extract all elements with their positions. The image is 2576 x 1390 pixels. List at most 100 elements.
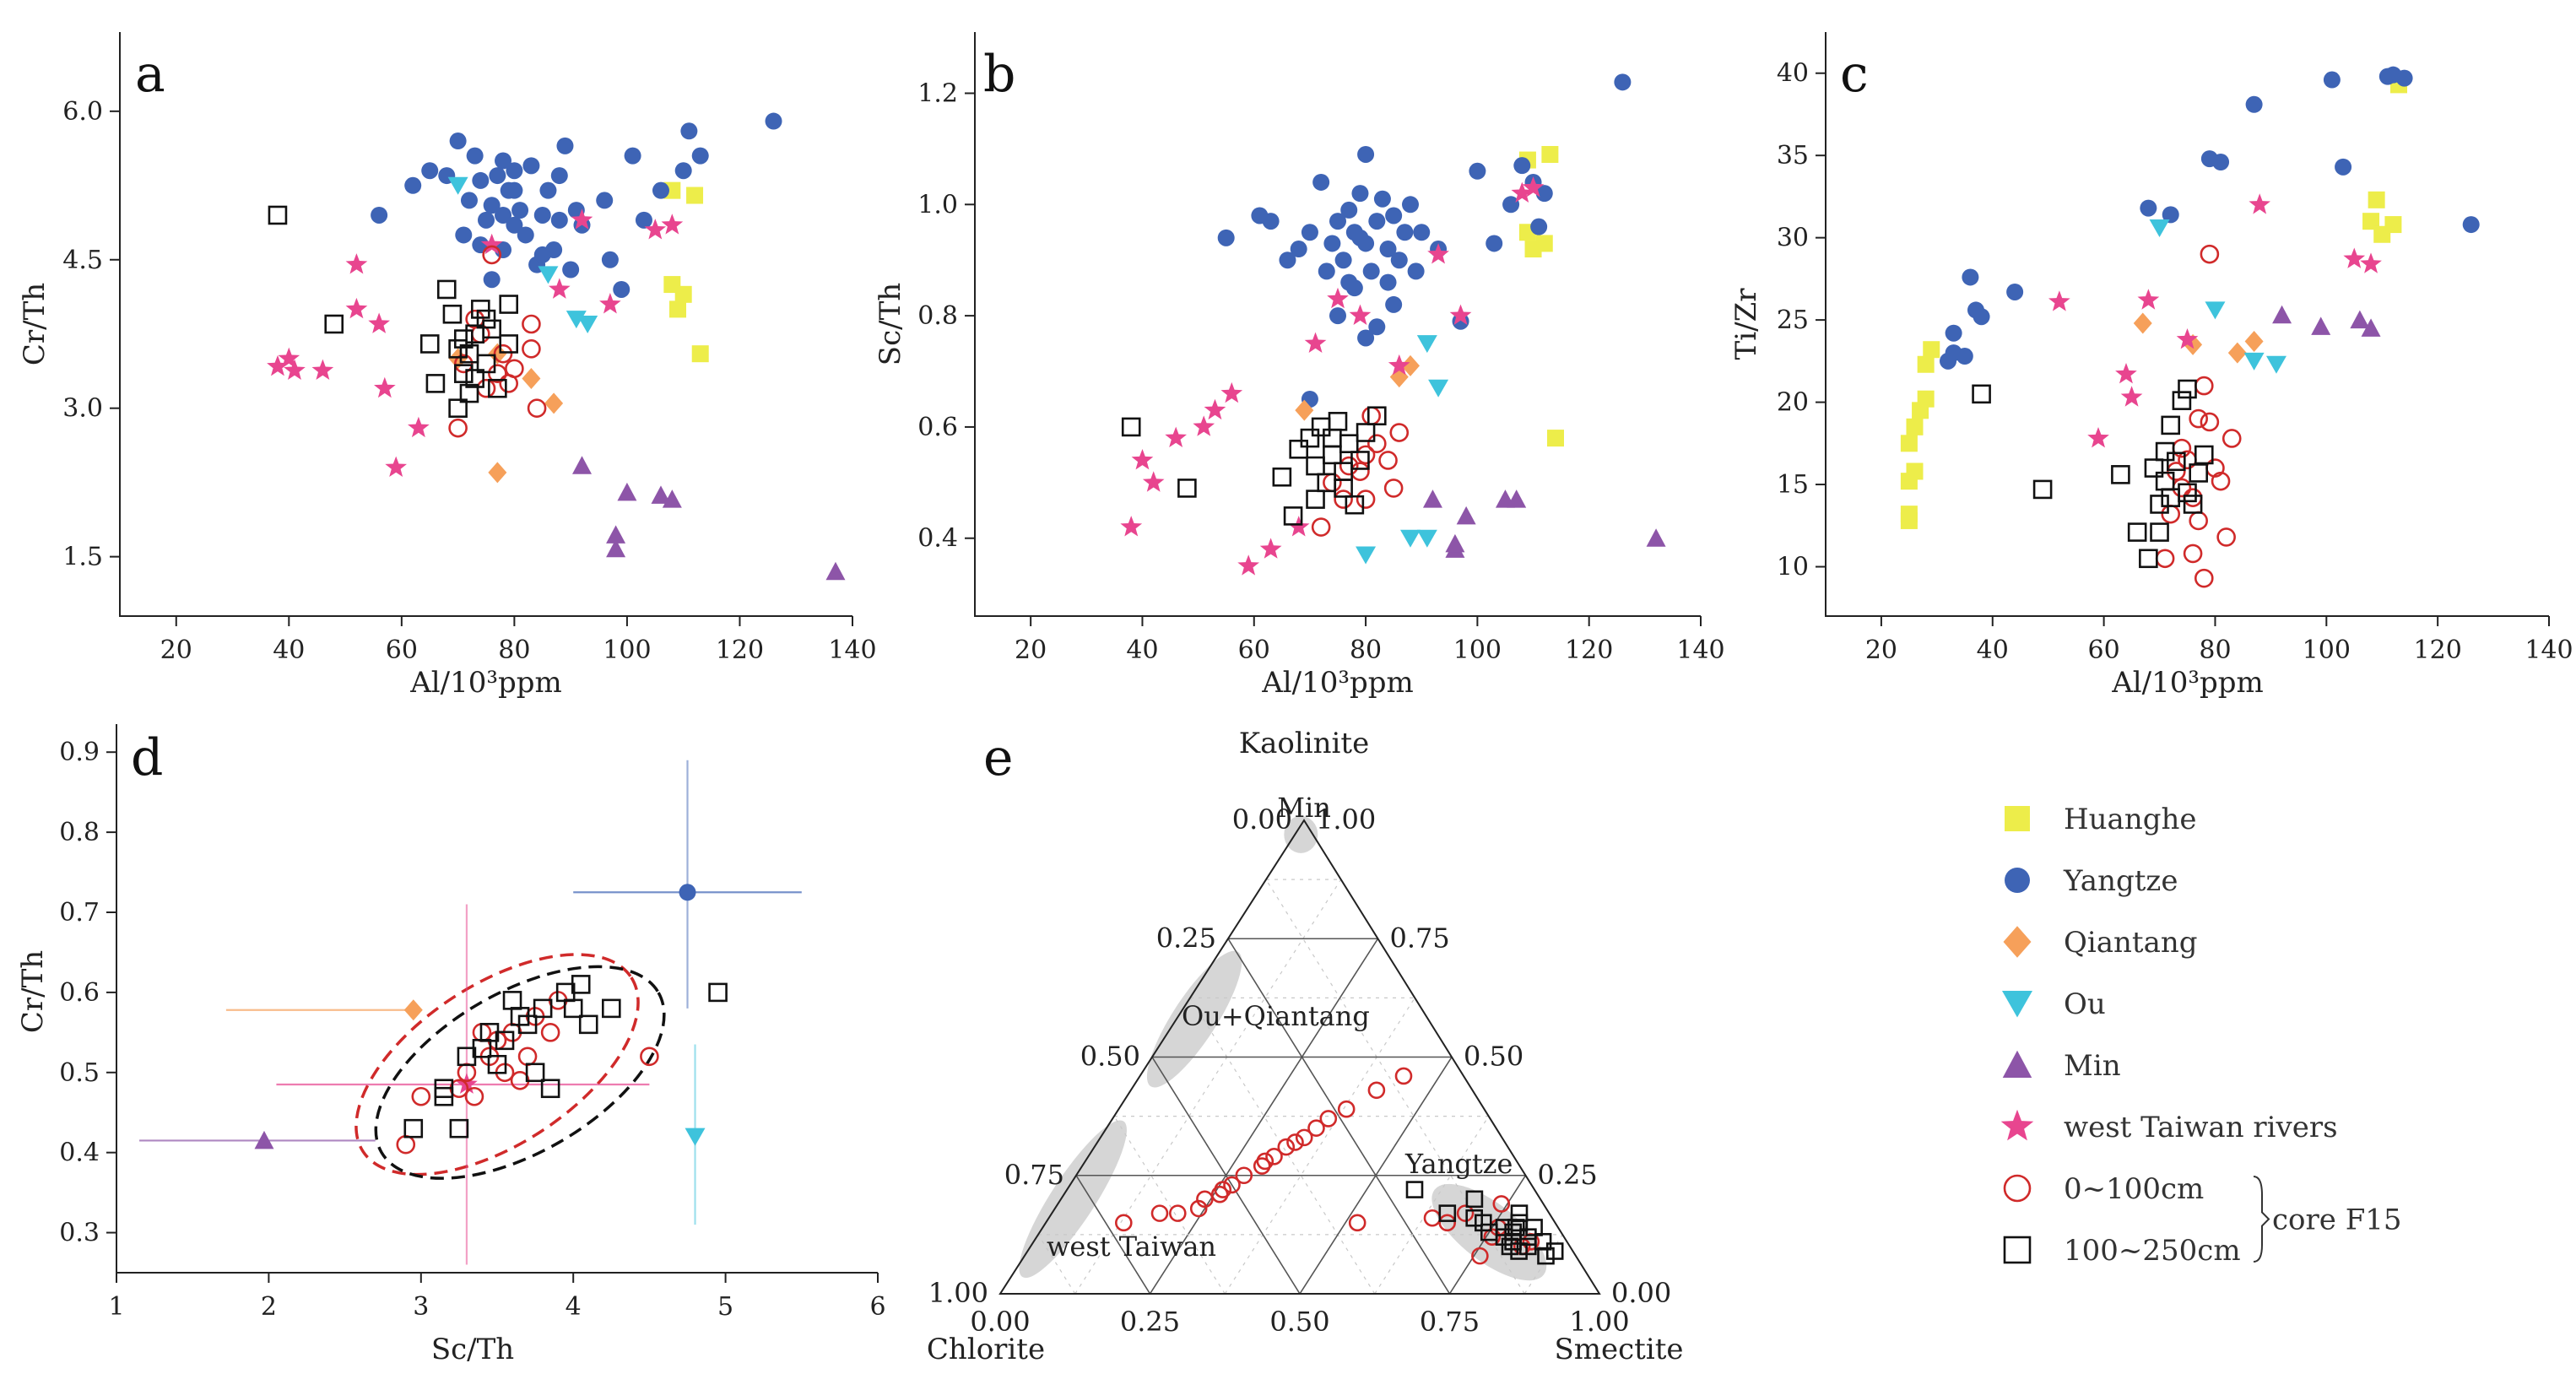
point-min xyxy=(662,489,682,508)
panel-c-axes xyxy=(1825,32,2549,617)
ternary-bottom-tick: 1.00 xyxy=(1569,1306,1629,1338)
point-100-250cm xyxy=(1272,467,1292,487)
panel-a-ylabel: Cr/Th xyxy=(18,283,51,365)
point-west-taiwan-rivers xyxy=(1449,304,1472,325)
point-yangtze xyxy=(550,211,568,229)
point-west-taiwan-rivers xyxy=(278,347,300,368)
panel-d-xtick-label: 6 xyxy=(869,1292,885,1322)
point-0-100cm xyxy=(517,1047,538,1067)
ternary-gridline xyxy=(1224,998,1415,1295)
point-yangtze xyxy=(1614,73,1632,91)
point-100-250cm xyxy=(448,398,468,418)
point-0-100cm xyxy=(499,374,519,393)
panel-d-ytick-label: 0.8 xyxy=(59,818,100,847)
point-100-250cm xyxy=(2150,522,2169,542)
point-yangtze xyxy=(1513,157,1531,175)
point-west-taiwan-rivers xyxy=(2137,289,2160,310)
point-west-taiwan-rivers xyxy=(2048,290,2070,311)
ternary-gridline xyxy=(1374,1116,1490,1295)
point-west-taiwan-rivers xyxy=(2176,328,2199,349)
point-west-taiwan-rivers xyxy=(1304,332,1327,353)
panel-c-ytick-label: 40 xyxy=(1777,59,1809,89)
point-0-100cm xyxy=(1438,1214,1456,1232)
point-west-taiwan-rivers xyxy=(374,376,396,398)
point-min xyxy=(1445,533,1465,553)
point-0-100cm xyxy=(482,245,501,265)
point-west-taiwan-rivers xyxy=(1204,398,1226,420)
point-yangtze xyxy=(1945,324,1962,342)
panel-c-ytick-label: 35 xyxy=(1777,141,1809,170)
point-0-100cm xyxy=(1286,1133,1304,1151)
point-yangtze xyxy=(2323,71,2341,89)
point-0-100cm xyxy=(1483,1228,1502,1246)
point-0-100cm xyxy=(2167,462,2186,481)
point-yangtze xyxy=(533,246,551,263)
point-100-250cm xyxy=(2139,549,2158,569)
panel-d-xtick-label: 3 xyxy=(413,1292,429,1322)
point-0-100cm xyxy=(488,364,507,383)
mean-ou xyxy=(685,1128,706,1146)
point-yangtze xyxy=(1962,268,1979,286)
region-west-taiwan xyxy=(1019,1120,1127,1279)
point-0-100cm xyxy=(1367,1081,1386,1100)
region-label-ou-qiantang: Ou+Qiantang xyxy=(1182,1000,1370,1032)
point-qiantang xyxy=(1401,354,1420,376)
point-yangtze xyxy=(2335,158,2352,176)
point-yangtze xyxy=(1535,185,1553,203)
point-west-taiwan-rivers xyxy=(599,293,621,314)
legend-marker-100-250cm xyxy=(2003,1236,2032,1264)
point-100-250cm xyxy=(425,374,446,393)
point-west-taiwan-rivers xyxy=(311,359,334,380)
point-west-taiwan-rivers xyxy=(1220,381,1243,403)
point-huanghe xyxy=(1547,430,1564,447)
point-100-250cm xyxy=(495,1030,515,1051)
point-qiantang xyxy=(2133,312,2152,334)
point-yangtze xyxy=(495,152,512,170)
legend-label-west-taiwan-rivers: west Taiwan rivers xyxy=(2064,1111,2338,1144)
point-west-taiwan-rivers xyxy=(1349,304,1372,325)
point-yangtze xyxy=(624,147,641,165)
legend-label-100-250cm: 100~250cm xyxy=(2064,1234,2241,1268)
point-yangtze xyxy=(680,122,698,140)
panel-a-xtick-label: 60 xyxy=(386,636,418,665)
point-0-100cm xyxy=(2211,471,2231,491)
point-yangtze xyxy=(596,192,614,209)
point-100-250cm xyxy=(1300,428,1320,448)
point-100-250cm xyxy=(476,309,496,329)
point-yangtze xyxy=(1351,229,1369,246)
ternary-right-tick: 0.00 xyxy=(1611,1277,1671,1309)
point-100-250cm xyxy=(1121,417,1141,437)
point-ou xyxy=(1416,529,1437,548)
point-0-100cm xyxy=(2200,244,2220,264)
point-0-100cm xyxy=(2183,544,2203,564)
point-yangtze xyxy=(478,211,495,229)
point-100-250cm xyxy=(1345,495,1365,515)
point-west-taiwan-rivers xyxy=(345,297,368,319)
point-yangtze xyxy=(2245,95,2263,113)
panel-d-xtick-label: 4 xyxy=(566,1292,582,1322)
ternary-gridline xyxy=(1113,1116,1226,1295)
point-0-100cm xyxy=(1223,1176,1241,1194)
point-yangtze xyxy=(506,216,523,234)
point-100-250cm xyxy=(2194,445,2214,465)
point-yangtze xyxy=(2140,199,2157,217)
point-yangtze xyxy=(1469,162,1486,180)
point-west-taiwan-rivers xyxy=(1142,471,1165,492)
point-100-250cm xyxy=(1510,1242,1528,1260)
point-yangtze xyxy=(522,157,540,175)
panel-c-xtick-label: 120 xyxy=(2414,636,2462,665)
panel-c-xtick-label: 60 xyxy=(2088,636,2120,665)
ternary-right-tick: 0.25 xyxy=(1538,1159,1598,1191)
point-100-250cm xyxy=(708,982,728,1003)
ternary-bottom-tick: 0.25 xyxy=(1120,1306,1180,1338)
panel-a-ytick-label: 1.5 xyxy=(62,543,103,572)
point-west-taiwan-rivers xyxy=(284,359,306,380)
point-yangtze xyxy=(1357,329,1375,347)
point-100-250cm xyxy=(571,975,591,994)
legend-bracket xyxy=(2253,1176,2270,1263)
panel-c-ytick-label: 20 xyxy=(1777,388,1809,418)
region-label-west-taiwan: west Taiwan xyxy=(1047,1230,1216,1263)
point-yangtze xyxy=(1329,213,1346,230)
panel-c-xtick-label: 100 xyxy=(2303,636,2351,665)
point-west-taiwan-rivers xyxy=(480,233,503,255)
